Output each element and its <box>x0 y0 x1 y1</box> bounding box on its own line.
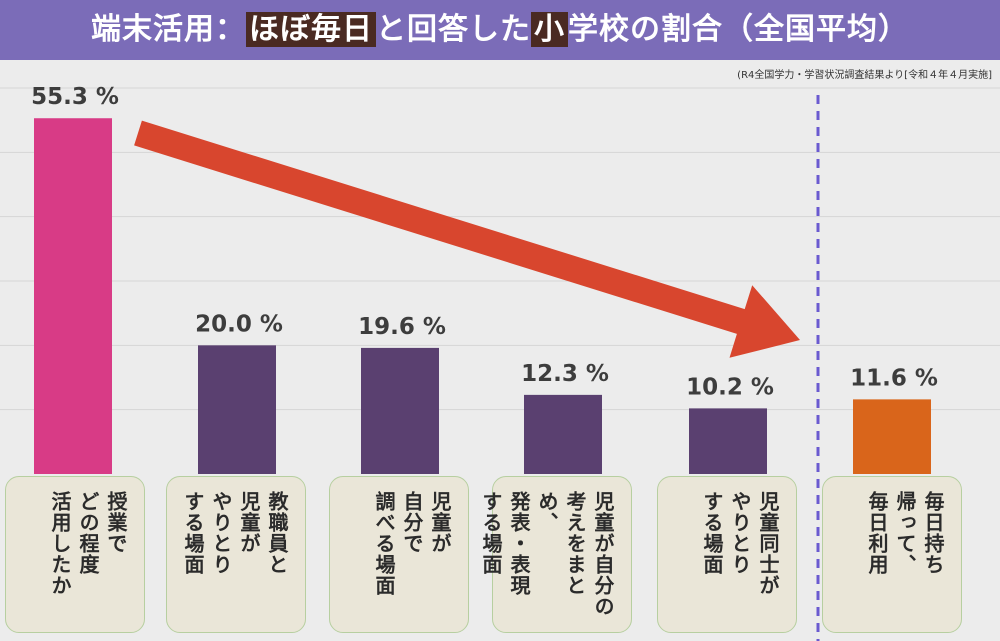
title-highlight-elementary: 小 <box>531 12 568 47</box>
bar <box>198 345 276 474</box>
title-suffix: 学校の割合（全国平均） <box>568 12 909 47</box>
category-box: 教職員と 児童が やりとり する場面 <box>166 476 306 633</box>
category-box: 授業で どの程度 活用したか <box>5 476 145 633</box>
title-bar <box>0 0 1000 60</box>
value-label: 20.0 % <box>195 311 283 337</box>
bar <box>34 118 112 474</box>
title-middle: と回答した <box>376 12 531 47</box>
category-box: 児童が自分の 考えをまとめ、 発表・表現 する場面 <box>479 476 632 633</box>
chart-title: 端末活用： ほぼ毎日 と回答した小学校の割合（全国平均） <box>0 0 1000 60</box>
category-label: 毎日持ち 帰って、 毎日利用 <box>865 491 945 575</box>
value-label: 12.3 % <box>521 361 609 387</box>
bar <box>689 408 767 474</box>
bar <box>853 399 931 474</box>
value-label: 19.6 % <box>358 314 446 340</box>
category-label: 児童が自分の 考えをまとめ、 発表・表現 する場面 <box>479 491 615 617</box>
category-box: 毎日持ち 帰って、 毎日利用 <box>822 476 962 633</box>
category-label: 教職員と 児童が やりとり する場面 <box>181 491 289 575</box>
bar <box>361 347 439 474</box>
title-highlight-daily: ほぼ毎日 <box>246 12 376 47</box>
category-label: 児童同士が やりとり する場面 <box>700 491 780 596</box>
source-note: (R4全国学力・学習状況調査結果より[令和４年４月実施] <box>737 70 992 81</box>
category-box: 児童が 自分で 調べる場面 <box>329 476 469 633</box>
category-box: 児童同士が やりとり する場面 <box>657 476 797 633</box>
value-label: 55.3 % <box>31 84 119 110</box>
value-label: 10.2 % <box>686 374 774 400</box>
category-label: 児童が 自分で 調べる場面 <box>372 491 452 596</box>
category-label: 授業で どの程度 活用したか <box>48 491 128 596</box>
title-prefix: 端末活用： <box>91 12 246 47</box>
bar <box>524 394 602 474</box>
trend-arrow <box>134 120 801 358</box>
value-label: 11.6 % <box>850 365 938 391</box>
